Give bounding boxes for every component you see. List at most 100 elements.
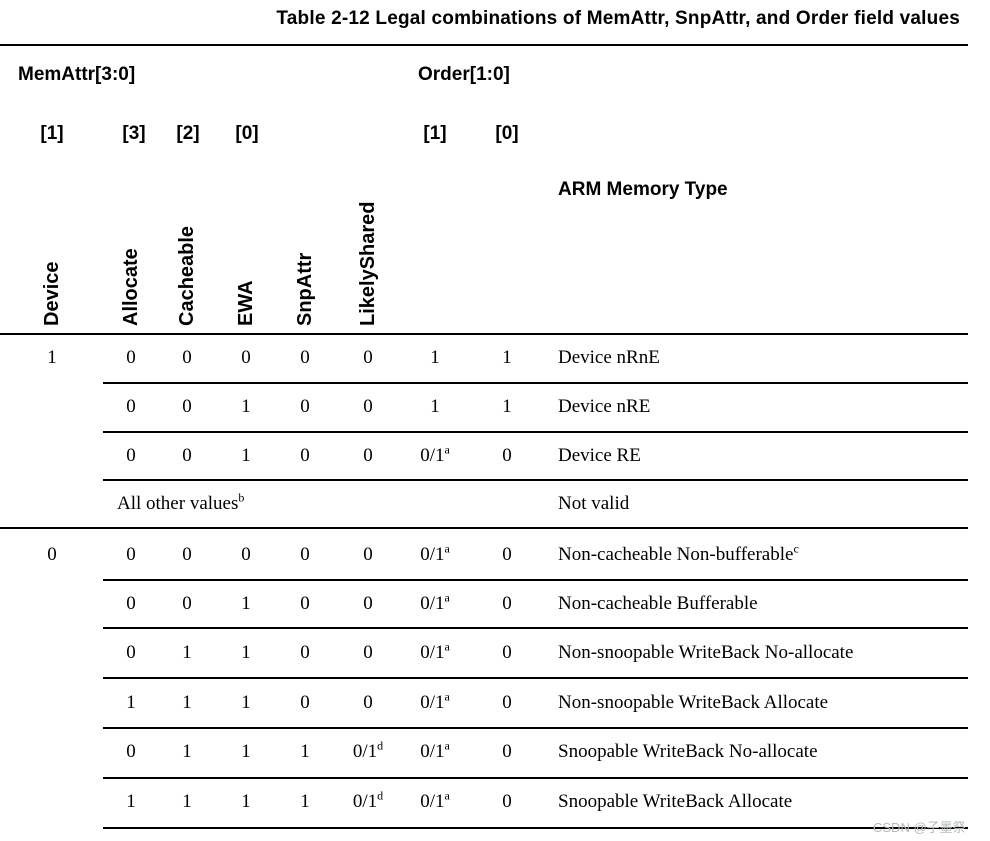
- cell-value: 0: [182, 347, 192, 368]
- cell-value: 0: [126, 642, 136, 663]
- cell-value: 0: [300, 642, 310, 663]
- cell-order1: 0/1a: [420, 690, 450, 716]
- cell-snpattr: 0: [300, 345, 310, 371]
- cell-value: 1: [182, 791, 192, 812]
- cell-order1: 1: [430, 394, 440, 420]
- cell-cacheable: 0: [182, 345, 192, 371]
- cell-value: Snoopable WriteBack No-allocate: [558, 741, 818, 762]
- cell-cacheable: 0: [182, 394, 192, 420]
- cell-order0: 1: [502, 394, 512, 420]
- table-row: 0 0 1 0 0 0/1a 0 Device RE: [0, 443, 990, 469]
- cell-snpattr: 0: [300, 542, 310, 568]
- cell-value: 1: [300, 741, 310, 762]
- cell-allocate: 0: [126, 640, 136, 666]
- cell-allocate: 0: [126, 394, 136, 420]
- table-title: Table 2-12 Legal combinations of MemAttr…: [276, 8, 960, 29]
- cell-likelyshared: 0: [363, 345, 373, 371]
- cell-superscript: a: [444, 689, 450, 704]
- cell-value: 0: [300, 692, 310, 713]
- cell-snpattr: 0: [300, 640, 310, 666]
- cell-value: 0: [300, 396, 310, 417]
- cell-snpattr: 1: [300, 789, 310, 815]
- title-rule: [0, 44, 968, 46]
- column-header-snpattr: SnpAttr: [294, 252, 316, 326]
- row-separator: [103, 677, 968, 679]
- cell-likelyshared: 0/1d: [353, 789, 383, 815]
- cell-value: 0: [502, 791, 512, 812]
- cell-allocate: 0: [126, 739, 136, 765]
- cell-value: 0: [182, 396, 192, 417]
- cell-value: 1: [502, 396, 512, 417]
- memattr-bit-0: [0]: [235, 123, 259, 144]
- cell-cacheable: 0: [182, 591, 192, 617]
- cell-value: 0: [182, 445, 192, 466]
- cell-value: 0: [363, 642, 373, 663]
- cell-value: 0/1: [420, 544, 445, 565]
- cell-order1: 1: [430, 345, 440, 371]
- row-separator: [103, 479, 968, 481]
- cell-memory-type: Snoopable WriteBack Allocate: [558, 789, 792, 815]
- cell-value: 1: [241, 445, 251, 466]
- row-separator: [103, 382, 968, 384]
- table-row: 0 0 1 0 0 1 1 Device nRE: [0, 394, 990, 420]
- cell-value: 1: [430, 396, 440, 417]
- cell-value: 1: [241, 692, 251, 713]
- order-bit-1: [1]: [423, 123, 447, 144]
- cell-order1: 0/1a: [420, 542, 450, 568]
- memattr-bit-1: [1]: [40, 123, 64, 144]
- cell-value: 0: [502, 642, 512, 663]
- cell-value: 1: [241, 396, 251, 417]
- cell-likelyshared: 0: [363, 640, 373, 666]
- cell-value: 0: [300, 347, 310, 368]
- table-row: 0 0 0 0 0 0 0/1a 0 Non-cacheable Non-buf…: [0, 542, 990, 568]
- cell-order0: 0: [502, 789, 512, 815]
- cell-ewa: 1: [241, 640, 251, 666]
- cell-value: 0: [363, 396, 373, 417]
- cell-value: 0: [241, 347, 251, 368]
- cell-allocate: 1: [126, 690, 136, 716]
- cell-allocate: 0: [126, 443, 136, 469]
- cell-value: 1: [241, 593, 251, 614]
- cell-superscript: a: [444, 639, 450, 654]
- cell-value: 0/1: [352, 741, 378, 762]
- cell-value: 0: [300, 544, 310, 565]
- cell-order0: 0: [502, 690, 512, 716]
- cell-value: 0: [126, 593, 136, 614]
- cell-value: 0/1: [420, 791, 445, 812]
- cell-value: 0: [241, 544, 251, 565]
- cell-value: 0/1: [420, 445, 445, 466]
- cell-value: 0: [126, 347, 136, 368]
- cell-value: 0/1: [420, 593, 445, 614]
- cell-value: 0/1: [420, 642, 445, 663]
- arm-memory-type-header: ARM Memory Type: [558, 179, 728, 200]
- table-row: 0 1 1 0 0 0/1a 0 Non-snoopable WriteBack…: [0, 640, 990, 666]
- cell-order0: 0: [502, 640, 512, 666]
- cell-ewa: 1: [241, 394, 251, 420]
- cell-value: Non-cacheable Bufferable: [558, 593, 758, 614]
- cell-all-other-values: All other valuesb: [117, 491, 244, 517]
- cell-value: Non-snoopable WriteBack No-allocate: [558, 642, 854, 663]
- column-header-likelyshared: LikelyShared: [357, 201, 379, 326]
- cell-value: 0: [502, 544, 512, 565]
- cell-value: 1: [126, 692, 136, 713]
- cell-value: Not valid: [558, 493, 630, 514]
- order-bit-0: [0]: [495, 123, 519, 144]
- cell-ewa: 0: [241, 542, 251, 568]
- cell-value: 0/1: [420, 692, 445, 713]
- cell-value: 0: [126, 396, 136, 417]
- memattr-group-header: MemAttr[3:0]: [18, 64, 136, 85]
- table-row: All other valuesb Not valid: [0, 491, 990, 517]
- cell-likelyshared: 0: [363, 443, 373, 469]
- cell-value: 0: [126, 741, 136, 762]
- order-group-header: Order[1:0]: [418, 64, 510, 85]
- cell-value: 1: [126, 791, 136, 812]
- cell-memory-type: Non-snoopable WriteBack No-allocate: [558, 640, 853, 666]
- table-row: 0 1 1 1 0/1d 0/1a 0 Snoopable WriteBack …: [0, 739, 990, 765]
- cell-ewa: 1: [241, 443, 251, 469]
- cell-memory-type: Not valid: [558, 491, 629, 517]
- table-row: 1 1 1 0 0 0/1a 0 Non-snoopable WriteBack…: [0, 690, 990, 716]
- memattr-bit-3: [3]: [122, 123, 146, 144]
- cell-superscript: a: [444, 590, 450, 605]
- cell-value: 0: [363, 593, 373, 614]
